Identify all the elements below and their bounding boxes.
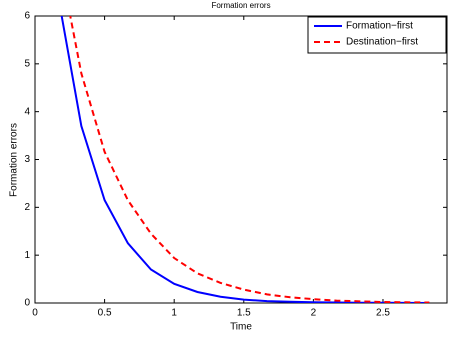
y-tick-label: 0 (24, 298, 30, 309)
x-tick-label: 0.5 (98, 308, 112, 319)
plot-lines (60, 16, 430, 303)
x-tick-label: 0 (32, 308, 38, 319)
line (60, 16, 430, 303)
y-tick-label: 3 (24, 154, 30, 165)
y-tick-label: 4 (24, 106, 30, 117)
legend-label: Destination−first (346, 37, 418, 48)
y-tick-label: 2 (24, 202, 30, 213)
legend-box (307, 16, 447, 54)
axes-box (34, 15, 448, 304)
y-tick-label: 5 (24, 58, 30, 69)
line (69, 16, 430, 303)
y-axis-label: Formation errors (9, 123, 20, 197)
legend-label: Formation−first (346, 21, 413, 32)
x-tick-label: 1.5 (237, 308, 251, 319)
x-tick-label: 2 (311, 308, 317, 319)
y-tick-label: 6 (24, 11, 30, 22)
chart-title: Formation errors (211, 1, 270, 10)
x-tick-label: 1 (171, 308, 177, 319)
y-tick-label: 1 (24, 250, 30, 261)
x-axis-label: Time (230, 322, 252, 333)
x-tick-label: 2.5 (376, 308, 390, 319)
